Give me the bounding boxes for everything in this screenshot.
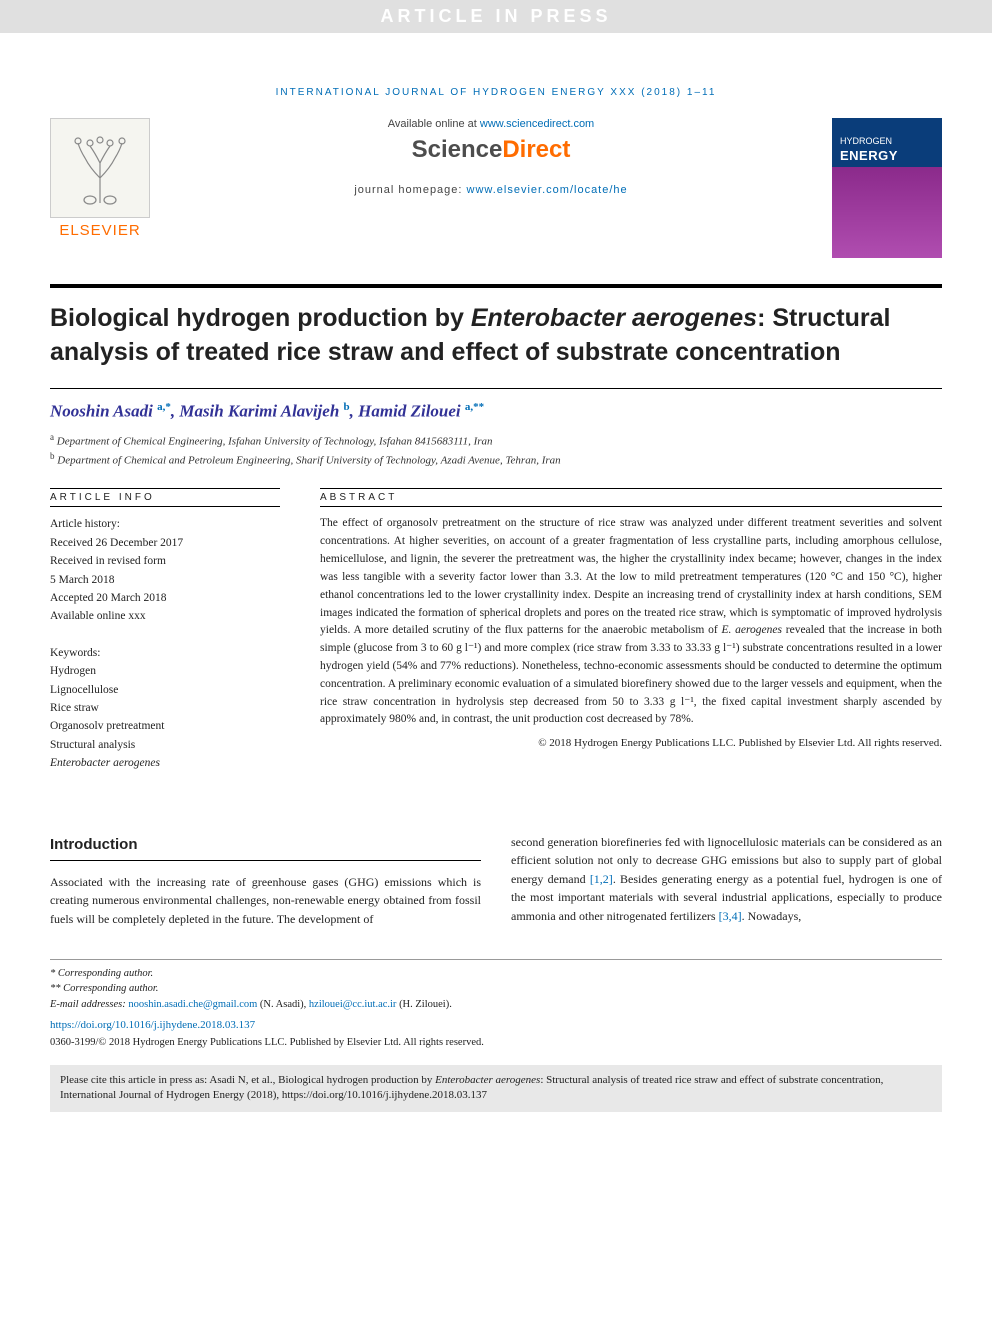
keyword-3: Rice straw xyxy=(50,699,280,717)
affiliations: a Department of Chemical Engineering, Is… xyxy=(50,431,942,469)
body-column-left: Introduction Associated with the increas… xyxy=(50,833,481,929)
affiliation-a: a Department of Chemical Engineering, Is… xyxy=(50,431,942,450)
article-history: Article history: Received 26 December 20… xyxy=(50,515,280,625)
sd-logo-part2: Direct xyxy=(502,136,570,163)
keywords-head: Keywords: xyxy=(50,644,280,662)
keyword-5: Structural analysis xyxy=(50,736,280,754)
abstract-text: The effect of organosolv pretreatment on… xyxy=(320,515,942,729)
journal-cover: HYDROGEN ENERGY xyxy=(832,118,942,258)
info-abstract-row: ARTICLE INFO Article history: Received 2… xyxy=(50,487,942,772)
body-columns: Introduction Associated with the increas… xyxy=(50,833,942,929)
keyword-1: Hydrogen xyxy=(50,662,280,680)
sciencedirect-link[interactable]: www.sciencedirect.com xyxy=(480,118,594,130)
journal-cover-image: HYDROGEN ENERGY xyxy=(832,118,942,258)
page-content: INTERNATIONAL JOURNAL OF HYDROGEN ENERGY… xyxy=(0,33,992,1132)
thin-rule-1 xyxy=(50,388,942,389)
email-1-who: (N. Asadi), xyxy=(257,999,309,1010)
author-1-affil-link[interactable]: a,* xyxy=(157,401,171,413)
elsevier-brand-text: ELSEVIER xyxy=(50,222,150,239)
ref-link-1-2[interactable]: [1,2] xyxy=(590,872,613,886)
email-line: E-mail addresses: nooshin.asadi.che@gmai… xyxy=(50,997,942,1013)
article-title: Biological hydrogen production by Entero… xyxy=(50,302,942,370)
affiliation-a-text: Department of Chemical Engineering, Isfa… xyxy=(57,436,493,448)
citation-box: Please cite this article in press as: As… xyxy=(50,1065,942,1112)
abstract-p1b: revealed that the increase in both simpl… xyxy=(320,624,942,725)
header-center: Available online at www.sciencedirect.co… xyxy=(170,118,812,196)
article-in-press-banner: ARTICLE IN PRESS xyxy=(0,0,992,33)
doi-line: https://doi.org/10.1016/j.ijhydene.2018.… xyxy=(50,1017,942,1034)
available-online-line: Available online at www.sciencedirect.co… xyxy=(170,118,812,130)
revised-line1: Received in revised form xyxy=(50,552,280,570)
affiliation-b: b Department of Chemical and Petroleum E… xyxy=(50,450,942,469)
author-1: Nooshin Asadi xyxy=(50,401,153,420)
article-info-label: ARTICLE INFO xyxy=(50,488,280,507)
abstract-column: ABSTRACT The effect of organosolv pretre… xyxy=(320,487,942,772)
intro-para-1: Associated with the increasing rate of g… xyxy=(50,873,481,929)
sciencedirect-logo: ScienceDirect xyxy=(170,136,812,164)
revised-line2: 5 March 2018 xyxy=(50,571,280,589)
journal-homepage-link[interactable]: www.elsevier.com/locate/he xyxy=(467,184,628,196)
abstract-label: ABSTRACT xyxy=(320,488,942,507)
sd-logo-part1: Science xyxy=(412,136,503,163)
ref-link-3-4[interactable]: [3,4] xyxy=(719,909,742,923)
cite-species: Enterobacter aerogenes xyxy=(435,1074,540,1086)
corresponding-2: ** Corresponding author. xyxy=(50,981,942,997)
author-3-affil-link[interactable]: a,** xyxy=(465,401,484,413)
keyword-6: Enterobacter aerogenes xyxy=(50,754,280,772)
author-list: Nooshin Asadi a,*, Masih Karimi Alavijeh… xyxy=(50,401,942,422)
title-species: Enterobacter aerogenes xyxy=(471,304,757,332)
available-prefix: Available online at xyxy=(388,118,480,130)
intro-para-2: second generation biorefineries fed with… xyxy=(511,833,942,926)
doi-link[interactable]: https://doi.org/10.1016/j.ijhydene.2018.… xyxy=(50,1019,255,1031)
header-block: ELSEVIER Available online at www.science… xyxy=(50,108,942,278)
thick-rule xyxy=(50,284,942,288)
cite-pre: Please cite this article in press as: As… xyxy=(60,1074,435,1086)
body-column-right: second generation biorefineries fed with… xyxy=(511,833,942,929)
email-label: E-mail addresses: xyxy=(50,999,128,1010)
issn-copyright: 0360-3199/© 2018 Hydrogen Energy Publica… xyxy=(50,1035,942,1051)
introduction-heading: Introduction xyxy=(50,833,481,861)
received-date: Received 26 December 2017 xyxy=(50,534,280,552)
online-date: Available online xxx xyxy=(50,607,280,625)
journal-homepage-line: journal homepage: www.elsevier.com/locat… xyxy=(170,184,812,196)
keywords-block: Keywords: Hydrogen Lignocellulose Rice s… xyxy=(50,644,280,773)
footnotes: * Corresponding author. ** Corresponding… xyxy=(50,959,942,1052)
cover-text-2: ENERGY xyxy=(840,148,898,163)
email-2-who: (H. Zilouei). xyxy=(396,999,451,1010)
corresponding-1: * Corresponding author. xyxy=(50,966,942,982)
author-2-affil-link[interactable]: b xyxy=(344,401,350,413)
elsevier-logo: ELSEVIER xyxy=(50,118,150,239)
affiliation-b-text: Department of Chemical and Petroleum Eng… xyxy=(57,455,560,467)
history-head: Article history: xyxy=(50,515,280,533)
abstract-p1a: The effect of organosolv pretreatment on… xyxy=(320,517,942,636)
article-info-column: ARTICLE INFO Article history: Received 2… xyxy=(50,487,280,772)
col2-c: . Nowadays, xyxy=(742,909,802,923)
author-2: Masih Karimi Alavijeh xyxy=(179,401,339,420)
email-1-link[interactable]: nooshin.asadi.che@gmail.com xyxy=(128,999,257,1010)
abstract-copyright: © 2018 Hydrogen Energy Publications LLC.… xyxy=(320,737,942,749)
author-3: Hamid Zilouei xyxy=(358,401,460,420)
accepted-date: Accepted 20 March 2018 xyxy=(50,589,280,607)
abstract-species: E. aerogenes xyxy=(721,624,782,636)
jhp-prefix: journal homepage: xyxy=(354,184,466,196)
keyword-2: Lignocellulose xyxy=(50,681,280,699)
email-2-link[interactable]: hzilouei@cc.iut.ac.ir xyxy=(309,999,397,1010)
keyword-4: Organosolv pretreatment xyxy=(50,717,280,735)
elsevier-tree-icon xyxy=(50,118,150,218)
running-head: INTERNATIONAL JOURNAL OF HYDROGEN ENERGY… xyxy=(50,73,942,108)
title-pre: Biological hydrogen production by xyxy=(50,304,471,332)
cover-text-1: HYDROGEN xyxy=(840,136,892,146)
